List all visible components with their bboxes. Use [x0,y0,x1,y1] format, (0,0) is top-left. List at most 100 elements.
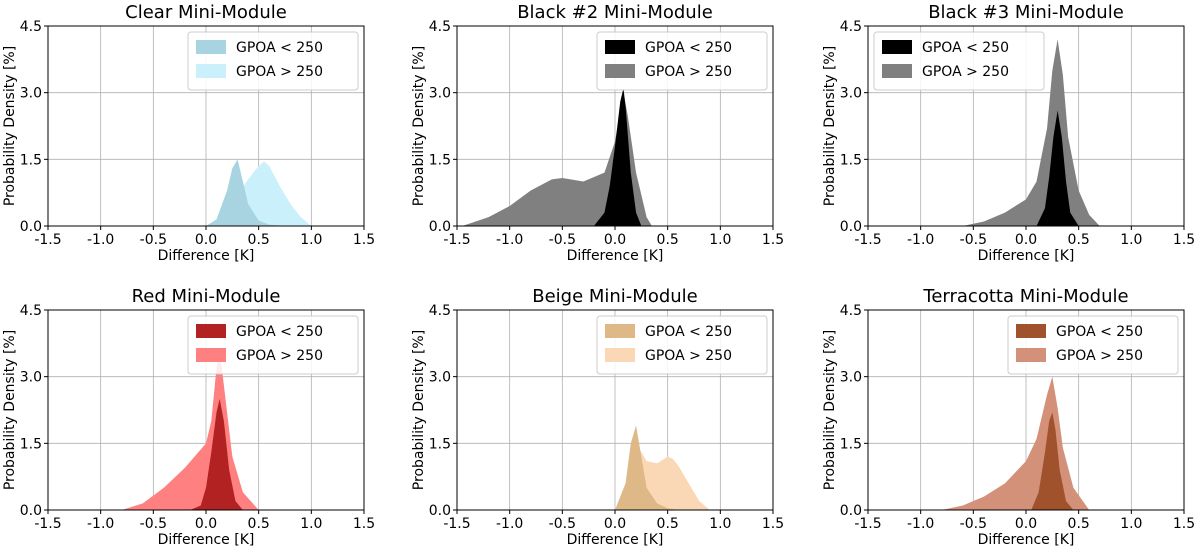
x-tick-label: -0.5 [140,516,167,532]
legend-label: GPOA < 250 [236,40,323,56]
chart-title: Terracotta Mini-Module [922,286,1128,307]
legend-label: GPOA < 250 [1056,324,1143,340]
x-tick-label: 1.5 [762,232,784,248]
x-tick-label: 1.5 [1173,232,1195,248]
legend-swatch [196,324,226,338]
legend: GPOA < 250 GPOA > 250 [873,31,1045,91]
chart-panel-6: -1.5 -1.0 -0.5 0.0 0.5 1.0 1.5 0.0 1.5 3.0 4.5 Terr… [822,286,1195,548]
series-area-1 [190,398,243,510]
legend-swatch [605,324,635,338]
x-tick-label: 0.0 [1015,516,1037,532]
x-tick-label: -1.5 [443,232,470,248]
y-tick-label: 0.0 [20,219,42,235]
legend: GPOA < 250 GPOA > 250 [187,31,359,91]
x-tick-label: 0.0 [1015,232,1037,248]
x-tick-label: -1.5 [443,516,470,532]
chart-panel-4: -1.5 -1.0 -0.5 0.0 0.5 1.0 1.5 0.0 1.5 3.0 4.5 Red … [2,286,375,548]
x-tick-label: 0.0 [604,232,626,248]
x-axis-label: Difference [K] [158,248,255,264]
legend-box [873,31,1045,91]
chart-panel-2: -1.5 -1.0 -0.5 0.0 0.5 1.0 1.5 0.0 1.5 3.0 4.5 Blac… [411,2,784,264]
x-tick-label: 1.5 [762,516,784,532]
x-tick-label: 1.0 [1120,516,1142,532]
y-tick-label: 0.0 [20,503,42,519]
x-axis-label: Difference [K] [567,248,664,264]
x-tick-label: 0.5 [1068,516,1090,532]
chart-panel-1: -1.5 -1.0 -0.5 0.0 0.5 1.0 1.5 0.0 1.5 3.0 4.5 Clea… [2,2,375,264]
x-tick-label: -0.5 [549,232,576,248]
x-tick-label: 0.0 [604,516,626,532]
y-tick-label: 4.5 [429,19,451,35]
x-axis-label: Difference [K] [978,532,1075,548]
legend-label: GPOA > 250 [236,348,323,364]
x-tick-label: -0.5 [549,516,576,532]
y-axis-label: Probability Density [%] [2,46,18,206]
legend-label: GPOA < 250 [645,324,732,340]
legend-label: GPOA < 250 [922,40,1009,56]
y-tick-label: 1.5 [20,436,42,452]
legend-label: GPOA < 250 [645,40,732,56]
y-tick-label: 0.0 [840,219,862,235]
x-tick-label: -1.0 [907,232,934,248]
chart-title: Red Mini-Module [132,286,281,307]
y-tick-label: 1.5 [840,436,862,452]
legend-swatch [605,64,635,78]
y-tick-label: 4.5 [840,19,862,35]
y-axis-label: Probability Density [%] [822,46,838,206]
chart-title: Black #2 Mini-Module [517,2,713,23]
x-tick-label: 0.5 [248,232,270,248]
y-tick-label: 1.5 [840,152,862,168]
x-tick-label: 1.0 [709,516,731,532]
y-tick-label: 4.5 [20,19,42,35]
chart-title: Beige Mini-Module [532,286,698,307]
legend: GPOA < 250 GPOA > 250 [1007,315,1179,375]
x-tick-label: -1.5 [854,516,881,532]
x-tick-label: 0.5 [657,516,679,532]
series-area-2 [462,92,652,227]
x-axis-label: Difference [K] [567,532,664,548]
x-tick-label: -1.5 [854,232,881,248]
x-tick-label: -0.5 [960,232,987,248]
x-tick-label: -1.5 [34,516,61,532]
y-tick-label: 1.5 [429,436,451,452]
y-tick-label: 4.5 [429,303,451,319]
chart-panel-5: -1.5 -1.0 -0.5 0.0 0.5 1.0 1.5 0.0 1.5 3.0 4.5 Beig… [411,286,784,548]
x-tick-label: -0.5 [960,516,987,532]
y-tick-label: 4.5 [840,303,862,319]
x-tick-label: 1.5 [353,516,375,532]
x-tick-label: -0.5 [140,232,167,248]
series-area-1 [1031,412,1074,510]
x-tick-label: -1.0 [496,516,523,532]
chart-title: Clear Mini-Module [125,2,287,23]
y-axis-label: Probability Density [%] [2,330,18,490]
y-tick-label: 1.5 [429,152,451,168]
legend-label: GPOA > 250 [1056,348,1143,364]
y-tick-label: 3.0 [429,370,451,386]
chart-panel-3: -1.5 -1.0 -0.5 0.0 0.5 1.0 1.5 0.0 1.5 3.0 4.5 Blac… [822,2,1195,264]
legend-box [596,315,768,375]
y-axis-label: Probability Density [%] [411,330,427,490]
x-tick-label: -1.5 [34,232,61,248]
x-tick-label: 1.0 [1120,232,1142,248]
x-tick-label: 0.5 [1068,232,1090,248]
legend-swatch [605,40,635,54]
legend-swatch [196,40,226,54]
x-tick-label: 0.0 [195,232,217,248]
legend: GPOA < 250 GPOA > 250 [596,315,768,375]
legend-swatch [882,64,912,78]
y-tick-label: 3.0 [840,370,862,386]
series-area-1 [1036,110,1079,226]
legend-box [187,31,359,91]
series-area-1 [593,88,642,226]
legend-swatch [1016,324,1046,338]
y-tick-label: 3.0 [20,370,42,386]
legend-swatch [882,40,912,54]
y-tick-label: 3.0 [20,86,42,102]
legend-box [187,315,359,375]
legend-label: GPOA > 250 [645,64,732,80]
x-tick-label: -1.0 [496,232,523,248]
y-axis-label: Probability Density [%] [411,46,427,206]
x-tick-label: 1.5 [1173,516,1195,532]
legend-swatch [1016,348,1046,362]
x-tick-label: -1.0 [907,516,934,532]
